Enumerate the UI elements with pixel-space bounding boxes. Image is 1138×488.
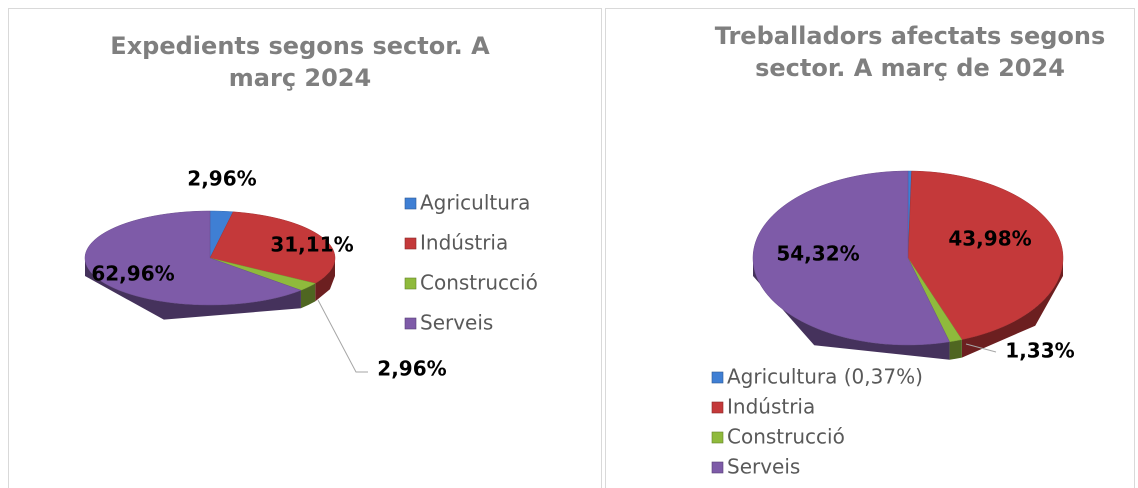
leader-line: [965, 343, 997, 353]
legend-label: Indústria: [727, 395, 815, 419]
legend-swatch: [404, 237, 417, 250]
pie-slice: [209, 257, 316, 309]
chart-panel: [605, 8, 1135, 488]
pie-slice: [752, 170, 950, 360]
legend-swatch: [404, 277, 417, 290]
slice-side: [753, 258, 950, 360]
pie-slice: [907, 170, 1064, 358]
legend-label: Serveis: [727, 455, 800, 479]
chart-title: Expedients segons sector. A març 2024: [110, 32, 490, 92]
leader-line: [317, 299, 368, 373]
legend-label: Indústria: [420, 231, 508, 255]
data-label: 2,96%: [187, 167, 256, 191]
chart-panel: [8, 8, 602, 488]
legend-swatch: [711, 401, 724, 414]
data-label: 43,98%: [948, 227, 1031, 251]
data-label: 31,11%: [270, 233, 353, 257]
legend-swatch: [711, 461, 724, 474]
slice-side: [315, 258, 335, 302]
legend-label: Serveis: [420, 311, 493, 335]
data-label: 62,96%: [91, 262, 174, 286]
legend-swatch: [711, 431, 724, 444]
slice-top: [84, 210, 302, 306]
legend-swatch: [404, 197, 417, 210]
data-label: 1,33%: [1005, 339, 1074, 363]
slice-top: [907, 170, 1064, 340]
legend-swatch: [404, 317, 417, 330]
slice-side: [961, 258, 1063, 358]
data-label: 2,96%: [377, 357, 446, 381]
data-label: 54,32%: [776, 242, 859, 266]
pie-slice: [907, 257, 963, 360]
slice-side: [949, 339, 962, 360]
legend-label: Construcció: [420, 271, 538, 295]
pie-slice: [84, 210, 302, 320]
slice-side: [85, 258, 301, 320]
legend-swatch: [711, 371, 724, 384]
chart-title: Treballadors afectats segons sector. A m…: [714, 22, 1106, 82]
slice-top: [752, 170, 950, 346]
slice-top: [209, 257, 316, 291]
slice-side: [300, 283, 316, 309]
legend-label: Agricultura: [420, 191, 530, 215]
legend-label: Agricultura (0,37%): [727, 365, 923, 389]
legend-label: Construcció: [727, 425, 845, 449]
